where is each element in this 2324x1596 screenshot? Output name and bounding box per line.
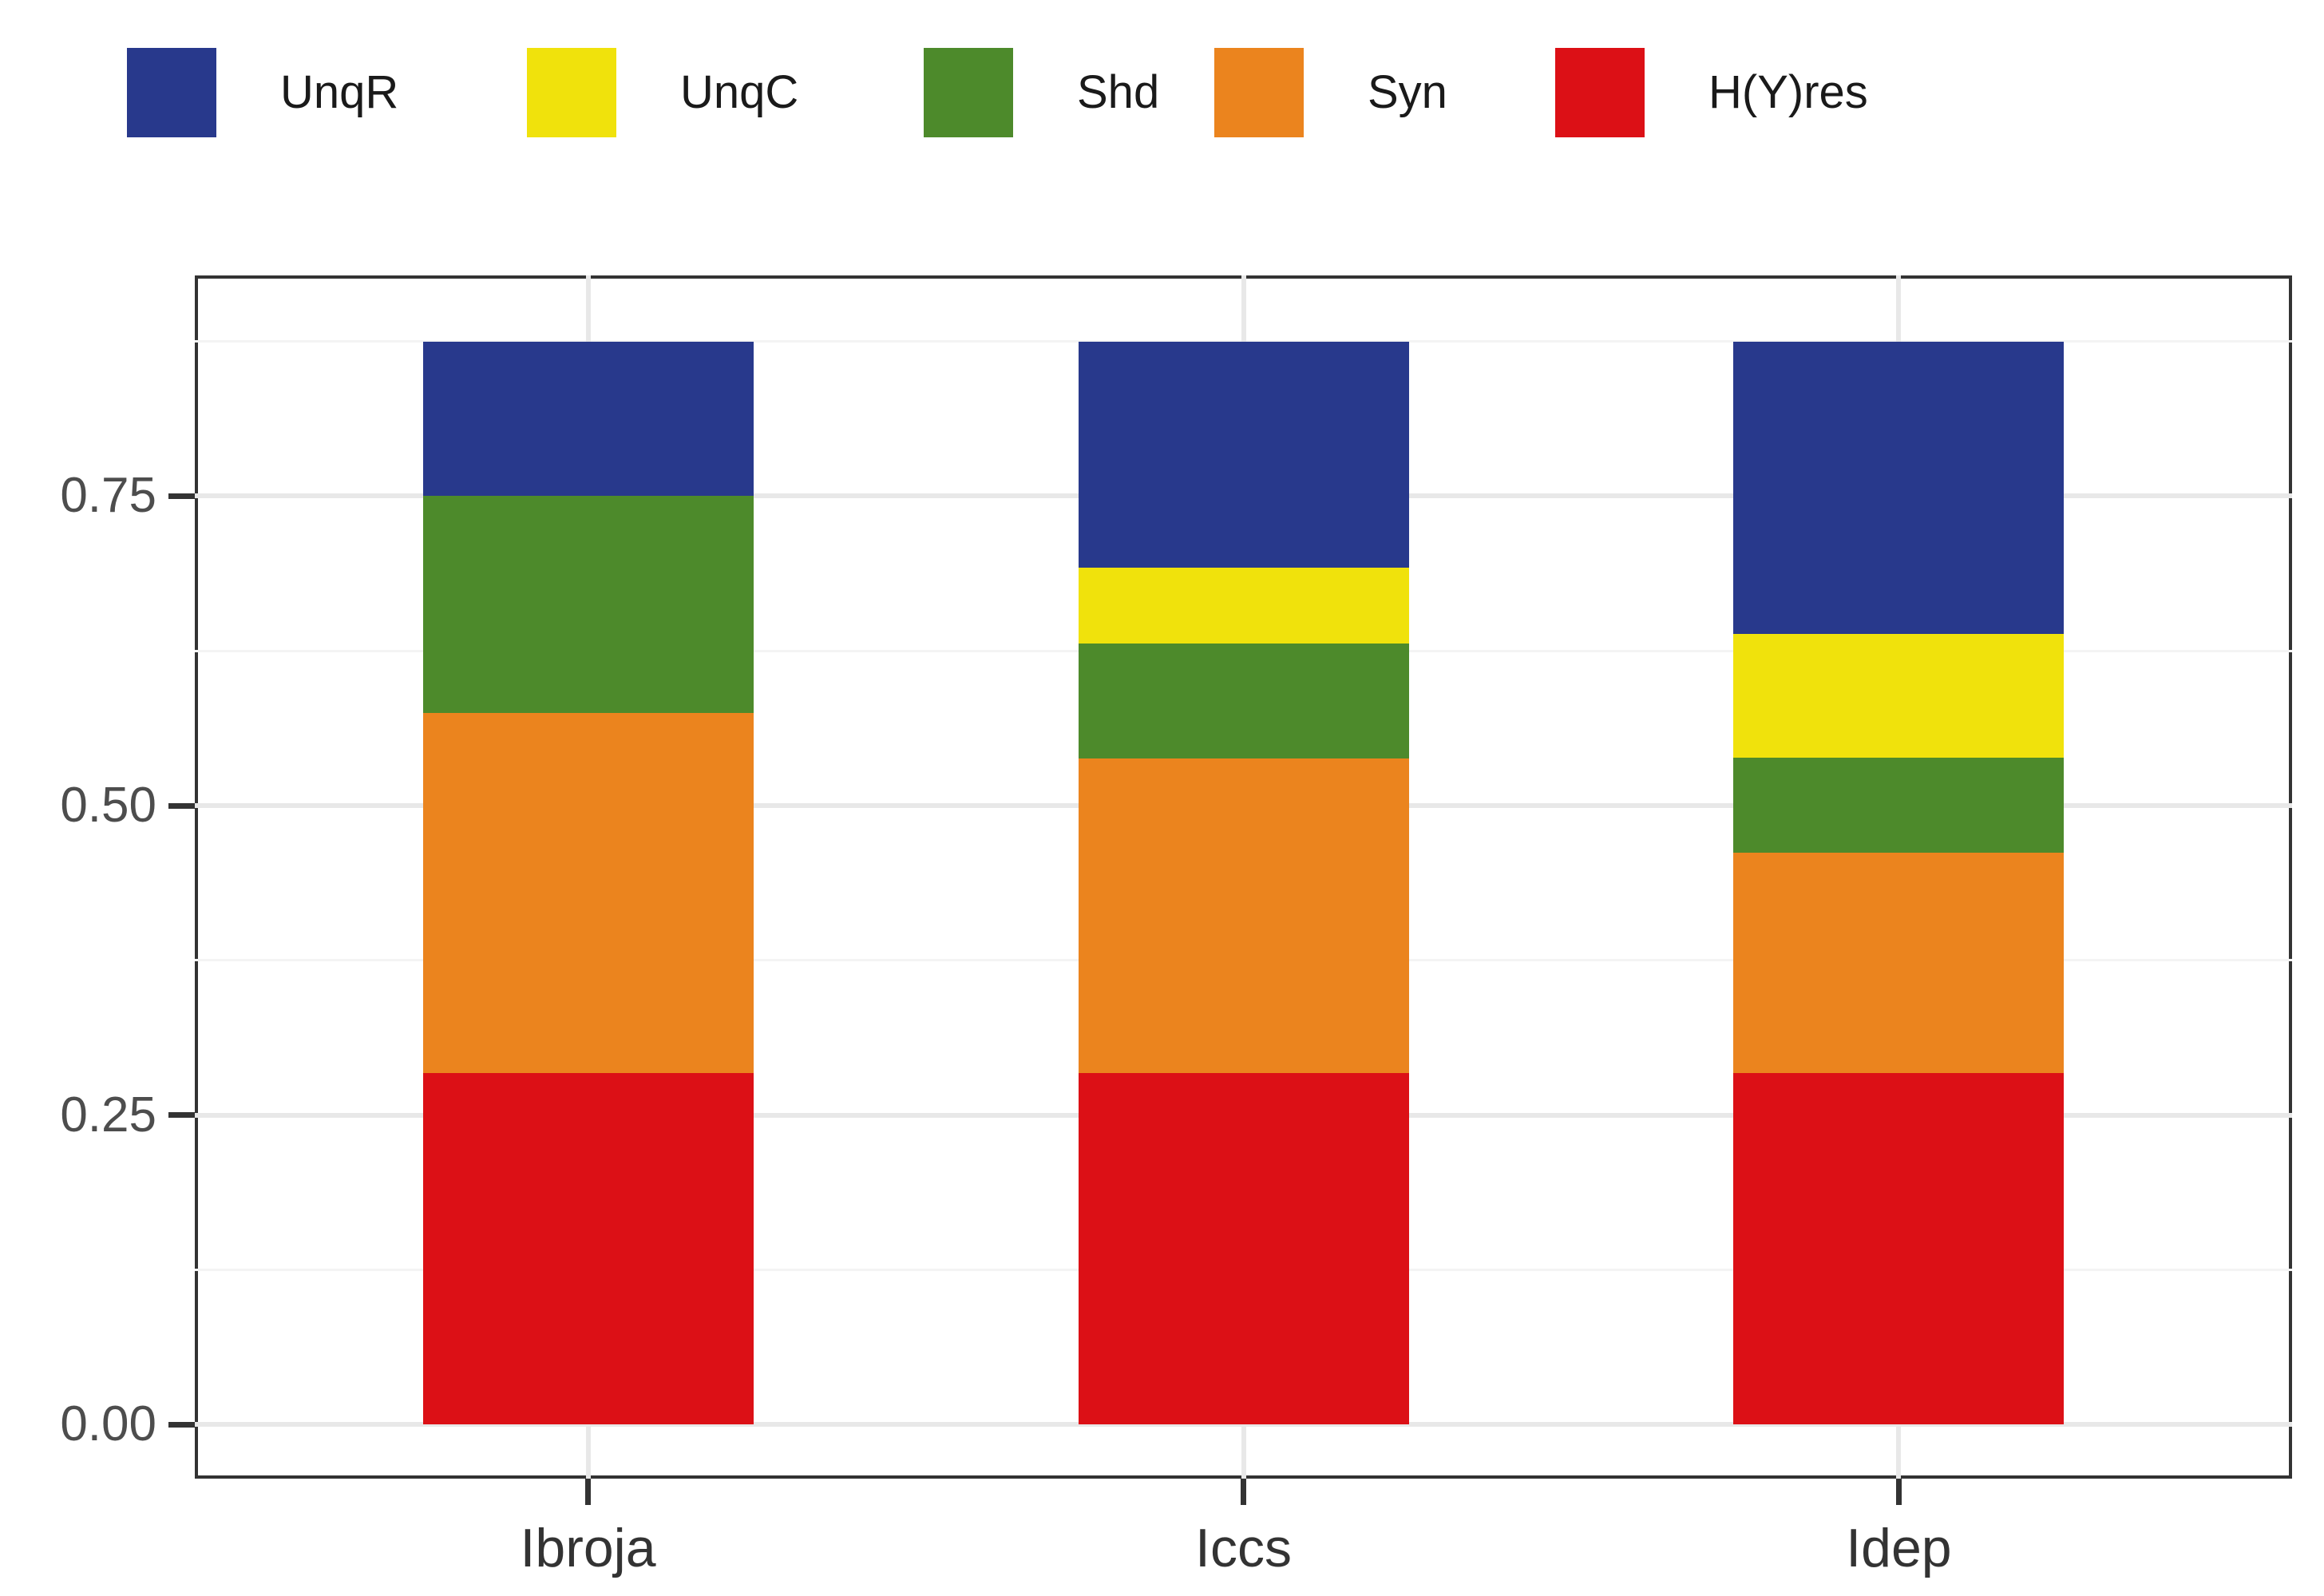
plot-panel [195,275,2292,1479]
legend-swatch-unqc [527,48,616,137]
legend-swatch-unqr [127,48,216,137]
x-tick-label-iccs: Iccs [1195,1518,1292,1578]
y-tick-mark-0.50 [168,802,195,809]
y-tick-mark-0.00 [168,1421,195,1428]
bar-ibroja-segment-h-y-res [422,1072,754,1425]
bar-ibroja-segment-syn [422,712,754,1073]
legend-label-unqc: UnqC [680,66,799,118]
legend-item-unqr: UnqR [127,48,398,137]
bar-ibroja-segment-shd [422,496,754,713]
legend-swatch-syn [1214,48,1304,137]
bar-idep-segment-h-y-res [1733,1072,2065,1425]
bar-ibroja-segment-unqr [422,341,754,497]
bar-iccs-segment-shd [1078,643,1409,759]
legend-label-unqr: UnqR [280,66,399,118]
legend: UnqR UnqC Shd Syn H(Y)res [0,0,2324,184]
bar-idep-segment-shd [1733,757,2065,853]
legend-swatch-shd [924,48,1013,137]
x-tick-mark-iccs [1241,1479,1246,1505]
bar-iccs-segment-syn [1078,758,1409,1073]
x-tick-mark-ibroja [585,1479,592,1505]
bar-iccs-segment-unqr [1078,341,1409,568]
bar-idep-segment-unqc [1733,633,2065,758]
x-tick-label-idep: Idep [1846,1518,1952,1578]
legend-label-syn: Syn [1368,66,1447,118]
y-tick-label-0.25: 0.25 [60,1087,156,1143]
bar-iccs-segment-h-y-res [1078,1072,1409,1425]
legend-item-syn: Syn [1214,48,1447,137]
y-tick-mark-0.75 [168,493,195,499]
plot-area [195,275,2292,1479]
legend-label-shd: Shd [1077,66,1160,118]
legend-label-h-y-res: H(Y)res [1708,66,1868,118]
legend-item-h-y-res: H(Y)res [1555,48,1868,137]
bar-idep-segment-unqr [1733,341,2065,634]
legend-item-shd: Shd [924,48,1159,137]
x-tick-label-ibroja: Ibroja [520,1518,656,1578]
y-tick-label-0.00: 0.00 [60,1396,156,1452]
legend-swatch-h-y-res [1555,48,1645,137]
y-tick-label-0.50: 0.50 [60,778,156,834]
x-tick-mark-idep [1895,1479,1902,1505]
y-tick-mark-0.25 [168,1112,195,1119]
bar-idep-segment-syn [1733,852,2065,1073]
legend-item-unqc: UnqC [527,48,798,137]
y-tick-label-0.75: 0.75 [60,468,156,524]
bar-iccs-segment-unqc [1078,568,1409,644]
